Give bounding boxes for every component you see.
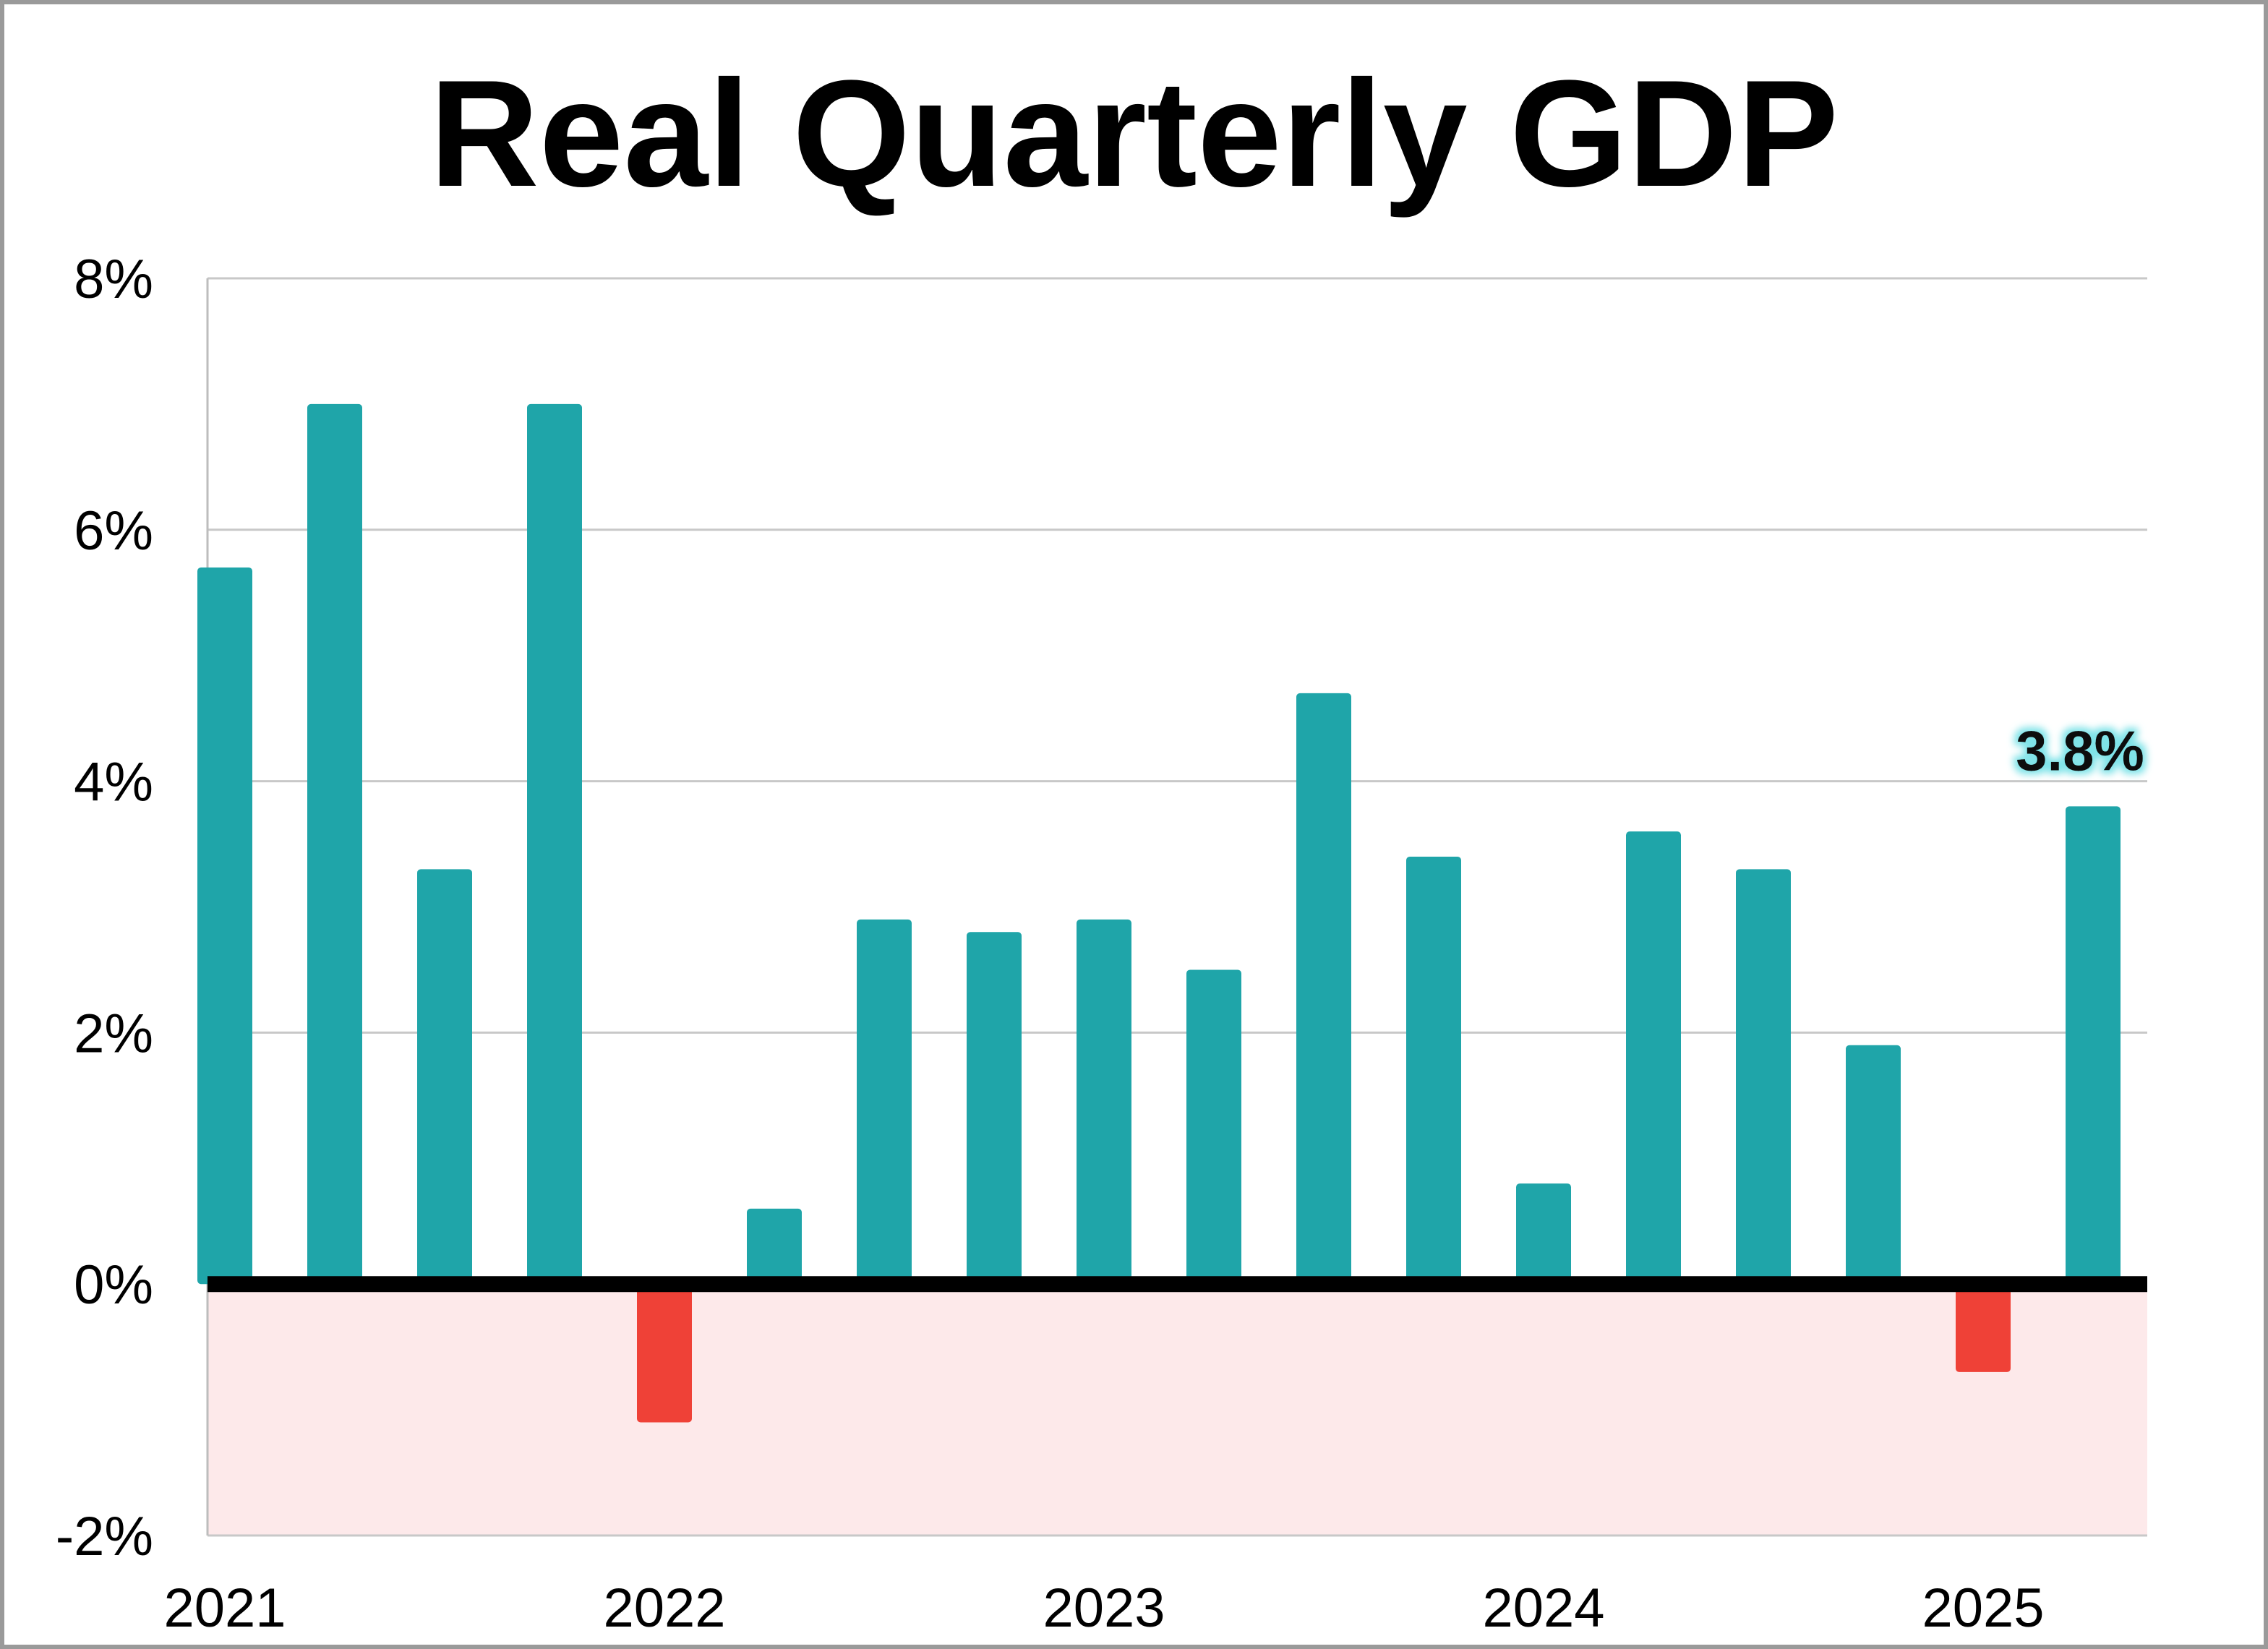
bar-2021-q1 <box>197 567 252 1285</box>
bar-2024-q2 <box>1626 831 1681 1285</box>
bar-2022-q1 <box>637 1284 692 1423</box>
bar-2023-q3 <box>1296 693 1351 1285</box>
x-tick-label: 2025 <box>1922 1577 2044 1639</box>
negative-region <box>207 1284 2147 1536</box>
x-tick-label: 2021 <box>163 1577 286 1639</box>
bar-2024-q3 <box>1736 869 1791 1285</box>
data-label-latest: 3.8% <box>2016 719 2144 782</box>
bar-2022-q3 <box>857 919 912 1285</box>
bar-2023-q4 <box>1406 856 1461 1285</box>
y-tick-label: 2% <box>74 1003 153 1064</box>
bar-2023-q2 <box>1186 969 1241 1285</box>
y-tick-label: 8% <box>74 249 153 310</box>
bar-2025-q1 <box>1956 1284 2011 1372</box>
x-tick-label: 2024 <box>1482 1577 1604 1639</box>
bar-2023-q1 <box>1077 919 1131 1285</box>
bar-2021-q3 <box>417 869 472 1285</box>
x-tick-label: 2023 <box>1043 1577 1165 1639</box>
bar-2024-q4 <box>1846 1045 1901 1285</box>
bar-2022-q4 <box>967 932 1022 1285</box>
bar-2024-q1 <box>1516 1183 1571 1285</box>
chart-title: Real Quarterly GDP <box>429 48 1839 218</box>
bar-2021-q2 <box>307 403 362 1285</box>
y-tick-label: -2% <box>56 1506 153 1567</box>
y-tick-label: 4% <box>74 752 153 813</box>
bar-2021-q4 <box>527 403 582 1285</box>
y-tick-label: 6% <box>74 500 153 562</box>
bar-2025-q2 <box>2066 806 2121 1285</box>
bar-2022-q2 <box>747 1208 802 1285</box>
x-tick-label: 2022 <box>603 1577 725 1639</box>
y-tick-label: 0% <box>74 1254 153 1316</box>
